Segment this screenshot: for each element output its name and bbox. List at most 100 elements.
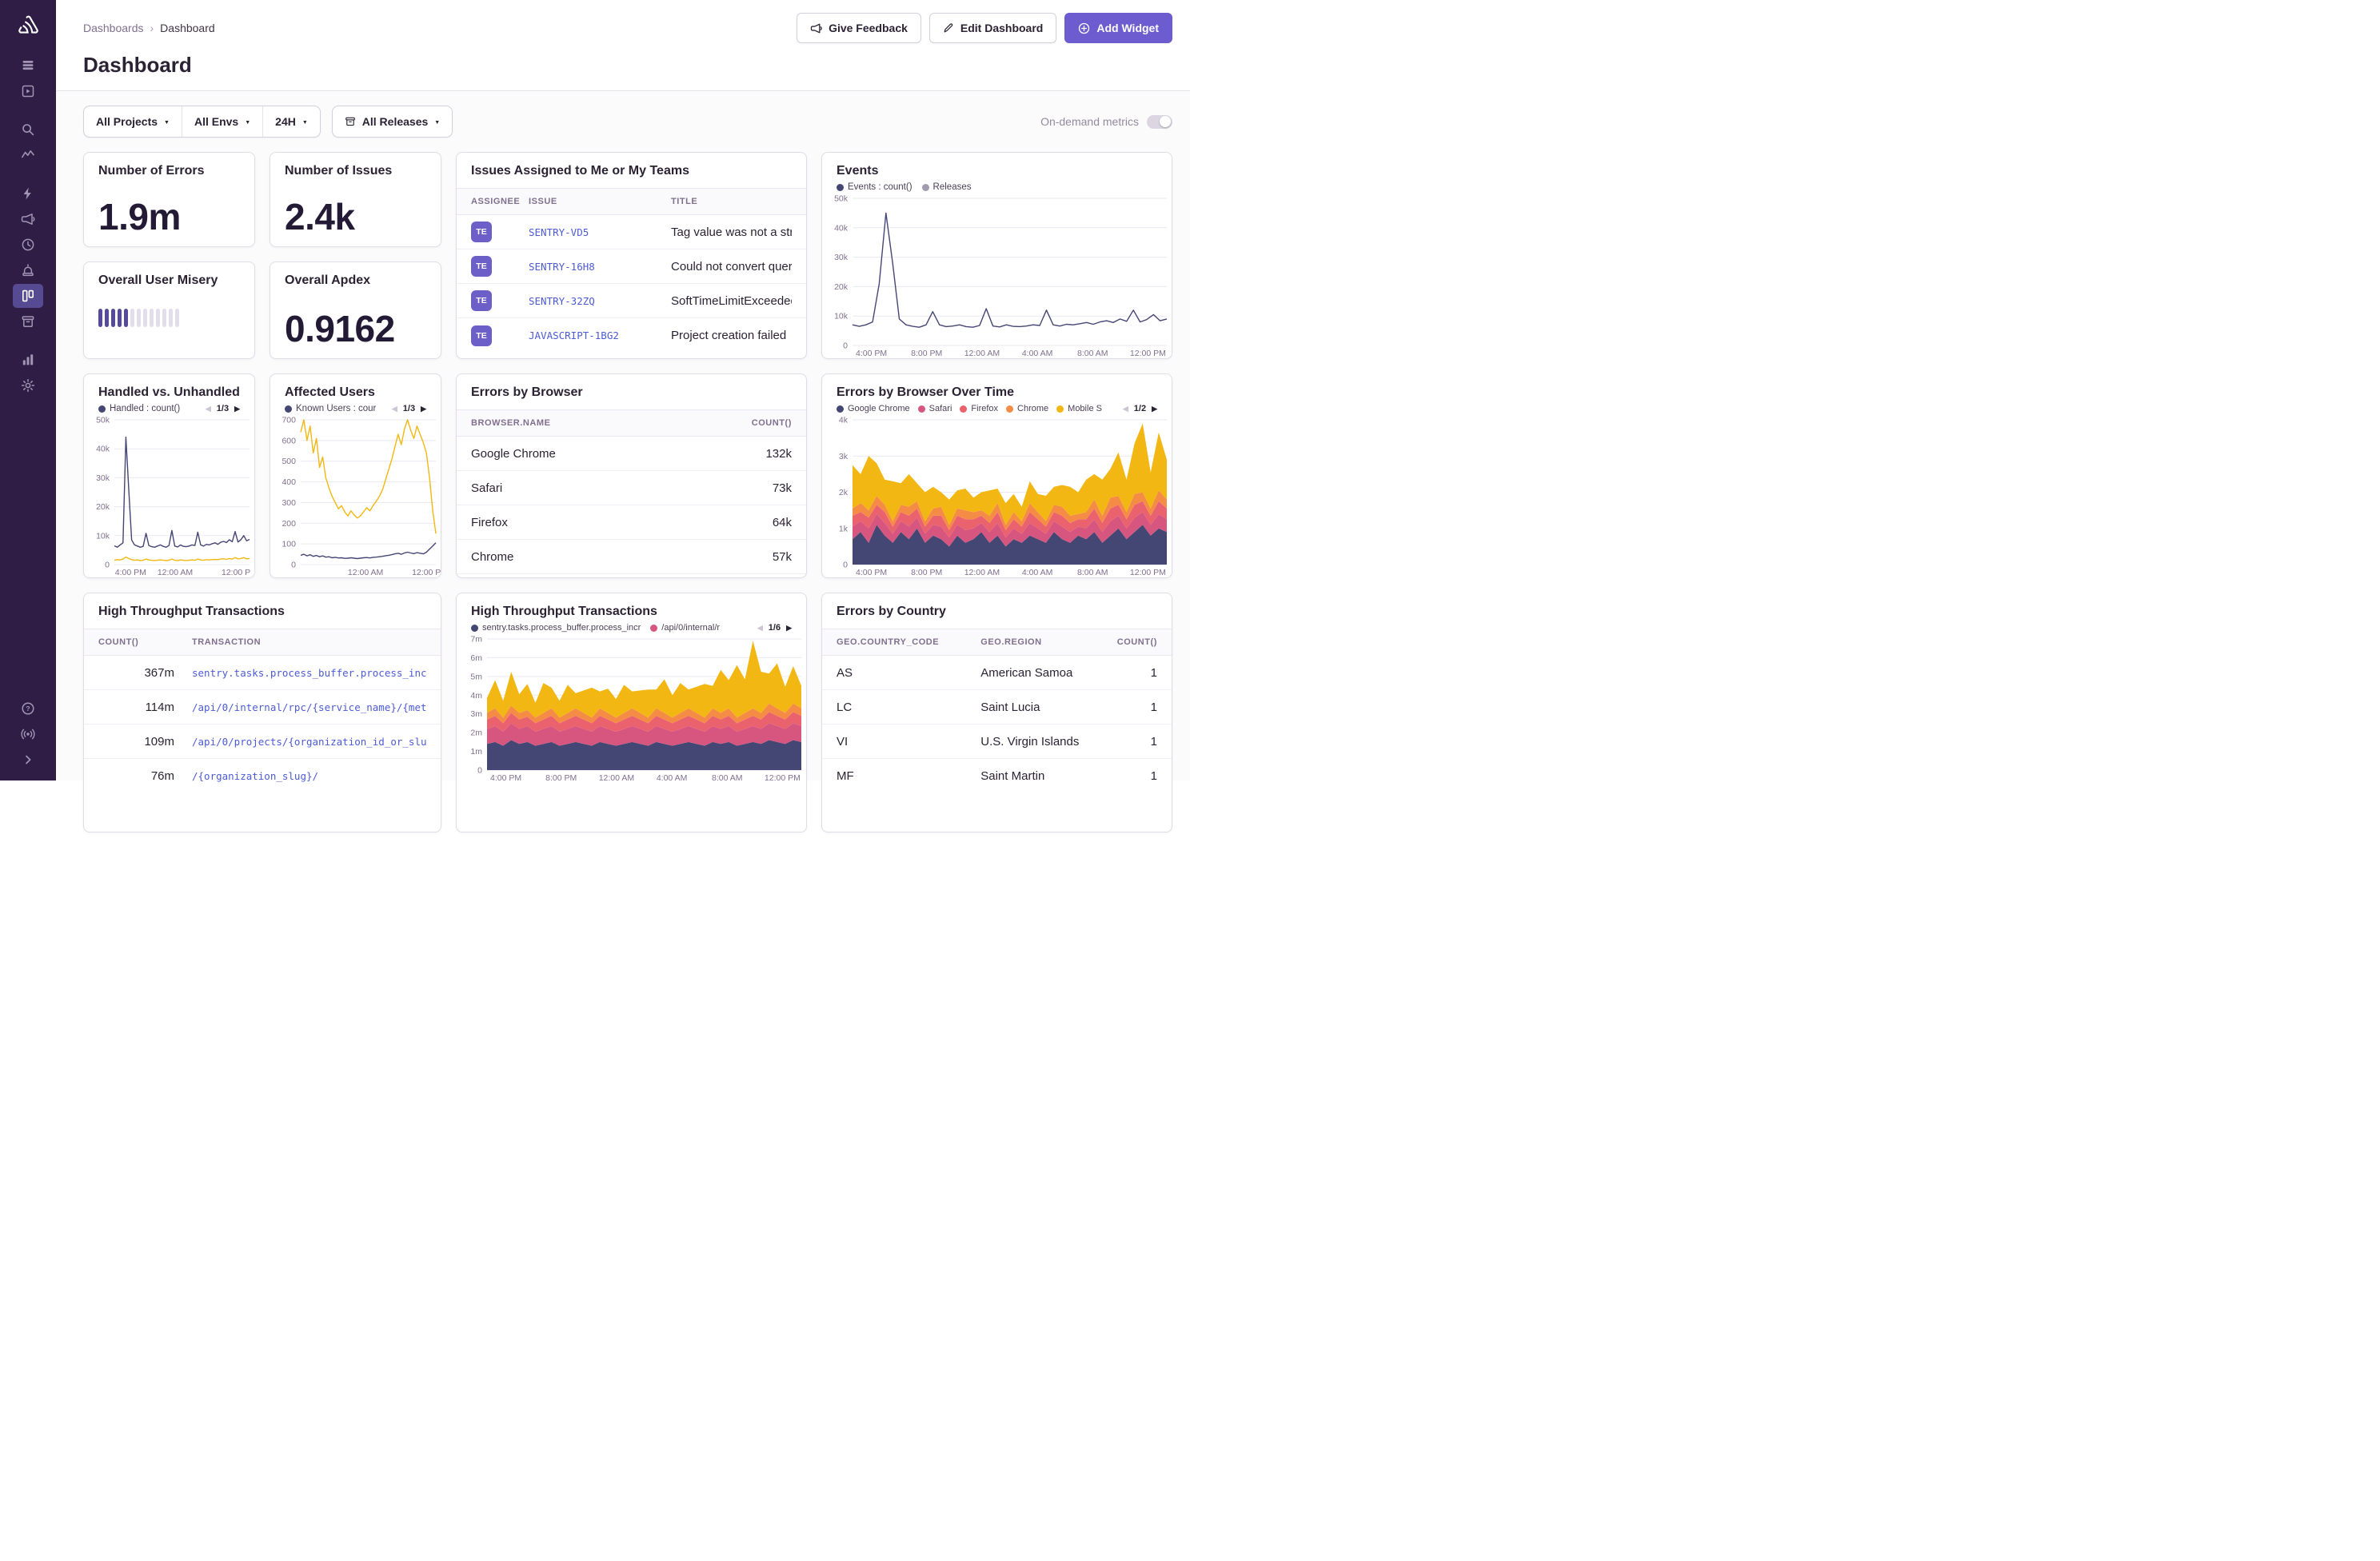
sentry-logo[interactable] [13,10,43,40]
sidebar-item-stats[interactable] [13,348,43,372]
issue-link[interactable]: SENTRY-VD5 [529,226,671,238]
svg-text:4:00 PM: 4:00 PM [490,773,521,783]
legend-item[interactable]: Releases [922,182,972,192]
svg-text:12:00 P: 12:00 P [222,568,250,577]
help-icon: ? [21,701,35,716]
projects-icon [21,84,35,98]
next-page-button[interactable]: ▶ [234,405,240,413]
page-title: Dashboard [83,53,1172,78]
transaction-count: 367m [98,666,174,680]
sidebar-item-broadcasts[interactable] [13,722,43,746]
sidebar-item-dashboards[interactable] [13,284,43,308]
legend-label: Releases [933,182,972,192]
sentry-logo-icon [18,14,39,36]
assignee-avatar[interactable]: TE [471,290,492,311]
legend-item[interactable]: Google Chrome [837,404,910,413]
issue-link[interactable]: SENTRY-16H8 [529,261,671,273]
legend-item[interactable]: Mobile S [1056,404,1102,413]
sidebar-collapse[interactable] [13,748,43,772]
svg-text:1m: 1m [470,747,482,757]
transaction-count: 76m [98,769,174,783]
table-row: 76m /{organization_slug}/ [84,759,441,793]
country-code: AS [837,666,980,680]
on-demand-metrics-toggle[interactable] [1147,115,1172,129]
legend-item[interactable]: Handled : count() [98,404,180,413]
assignee-avatar[interactable]: TE [471,222,492,242]
transaction-link[interactable]: /api/0/projects/{organization_id_or_slug… [192,736,426,748]
chart-legend: Handled : count() ◀ 1/3 ▶ [84,400,254,415]
sidebar-item-releases[interactable] [13,309,43,333]
legend-item[interactable]: Chrome [1006,404,1048,413]
events-chart[interactable]: 010k20k30k40k50k4:00 PM8:00 PM12:00 AM4:… [822,194,1172,358]
assignee-avatar[interactable]: TE [471,325,492,346]
sidebar-item-settings[interactable] [13,373,43,397]
svg-text:4:00 AM: 4:00 AM [1022,349,1053,358]
release-filter[interactable]: All Releases▼ [333,106,452,137]
table-row: TE SENTRY-VD5 Tag value was not a stri [457,215,806,250]
svg-text:12:00 PM: 12:00 PM [765,773,801,783]
country-count: 1 [1106,735,1157,749]
sidebar-item-alerts[interactable] [13,258,43,282]
edit-dashboard-button[interactable]: Edit Dashboard [929,13,1056,43]
column-browser-name: BROWSER.NAME [471,418,720,428]
assignee-avatar[interactable]: TE [471,256,492,277]
affected-users-chart[interactable]: 010020030040050060070012:00 AM12:00 P [270,415,441,577]
country-region: Saint Lucia [980,701,1106,714]
legend-label: Google Chrome [848,404,910,413]
environment-filter[interactable]: All Envs▼ [182,106,262,137]
legend-item[interactable]: Firefox [960,404,998,413]
add-widget-button[interactable]: Add Widget [1064,13,1172,43]
widget-errors-by-browser-over-time: Errors by Browser Over Time Google Chrom… [821,373,1172,578]
issue-link[interactable]: SENTRY-32ZQ [529,295,671,307]
sidebar-item-crons[interactable] [13,233,43,257]
svg-text:8:00 PM: 8:00 PM [545,773,577,783]
next-page-button[interactable]: ▶ [421,405,426,413]
breadcrumb-current: Dashboard [160,22,215,34]
throughput-chart[interactable]: 01m2m3m4m5m6m7m4:00 PM8:00 PM12:00 AM4:0… [457,634,806,783]
sidebar-item-issues[interactable] [13,54,43,78]
prev-page-button[interactable]: ◀ [757,625,763,632]
sidebar-item-explore[interactable] [13,118,43,142]
legend-item[interactable]: Events : count() [837,182,912,192]
legend-item[interactable]: Known Users : cour [285,404,376,413]
widget-title: Errors by Browser Over Time [822,374,1172,400]
next-page-button[interactable]: ▶ [1152,405,1157,413]
transaction-link[interactable]: sentry.tasks.process_buffer.process_incr [192,667,426,679]
give-feedback-button[interactable]: Give Feedback [797,13,921,43]
legend-dot [1056,405,1064,413]
handled-chart[interactable]: 010k20k30k40k50k4:00 PM12:00 AM12:00 P [84,415,254,577]
svg-text:30k: 30k [96,473,110,483]
legend-item[interactable]: sentry.tasks.process_buffer.process_incr [471,623,641,633]
next-page-button[interactable]: ▶ [786,625,792,632]
errors-over-time-chart[interactable]: 01k2k3k4k4:00 PM8:00 PM12:00 AM4:00 AM8:… [822,415,1172,577]
legend-item[interactable]: /api/0/internal/r [650,623,720,633]
sidebar-item-help[interactable]: ? [13,697,43,721]
svg-text:8:00 PM: 8:00 PM [911,349,942,358]
sidebar-item-starred[interactable] [13,182,43,206]
page-indicator: 1/3 [403,404,415,413]
issue-link[interactable]: JAVASCRIPT-1BG2 [529,329,671,341]
svg-text:12:00 PM: 12:00 PM [1130,349,1166,358]
browser-name: Safari [471,481,720,495]
svg-text:8:00 AM: 8:00 AM [712,773,743,783]
widget-handled-vs-unhandled: Handled vs. Unhandled Handled : count() … [83,373,255,578]
chevron-down-icon: ▼ [164,120,170,126]
date-range-filter[interactable]: 24H▼ [262,106,320,137]
transaction-link[interactable]: /{organization_slug}/ [192,770,426,782]
widget-issues-assigned: Issues Assigned to Me or My Teams ASSIGN… [456,152,807,359]
sidebar-item-projects[interactable] [13,79,43,103]
transaction-link[interactable]: /api/0/internal/rpc/{service_name}/{meth… [192,701,426,713]
breadcrumb-dashboards[interactable]: Dashboards [83,22,144,34]
table-header: COUNT() TRANSACTION [84,629,441,656]
prev-page-button[interactable]: ◀ [1123,405,1128,413]
legend-item[interactable]: Safari [918,404,952,413]
project-filter[interactable]: All Projects▼ [84,106,182,137]
widget-title: Overall Apdex [270,262,441,297]
page-header: Dashboards › Dashboard Give Feedback Edi… [56,0,1190,91]
prev-page-button[interactable]: ◀ [206,405,211,413]
country-region: Saint Martin [980,769,1106,783]
widget-title: Errors by Browser [457,374,806,409]
prev-page-button[interactable]: ◀ [392,405,397,413]
sidebar-item-feedback[interactable] [13,207,43,231]
sidebar-item-performance[interactable] [13,143,43,167]
